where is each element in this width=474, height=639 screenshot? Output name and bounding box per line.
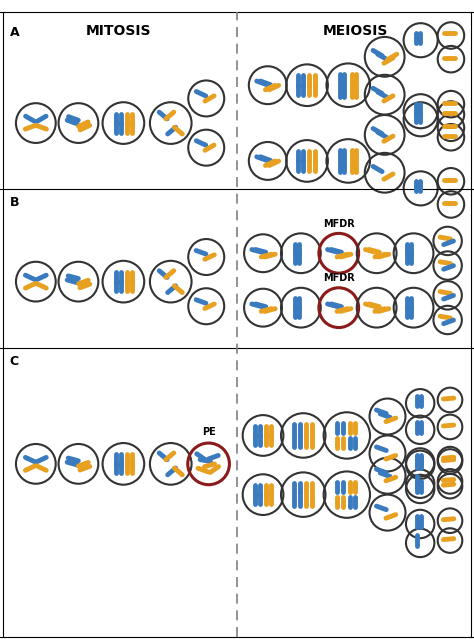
Text: MFDR: MFDR (323, 219, 355, 229)
Text: C: C (10, 355, 19, 368)
Text: A: A (10, 26, 19, 39)
Text: PE: PE (202, 427, 216, 437)
Text: MEIOSIS: MEIOSIS (323, 24, 388, 38)
Text: MITOSIS: MITOSIS (86, 24, 151, 38)
Text: B: B (10, 196, 19, 210)
Text: MFDR: MFDR (323, 273, 355, 283)
